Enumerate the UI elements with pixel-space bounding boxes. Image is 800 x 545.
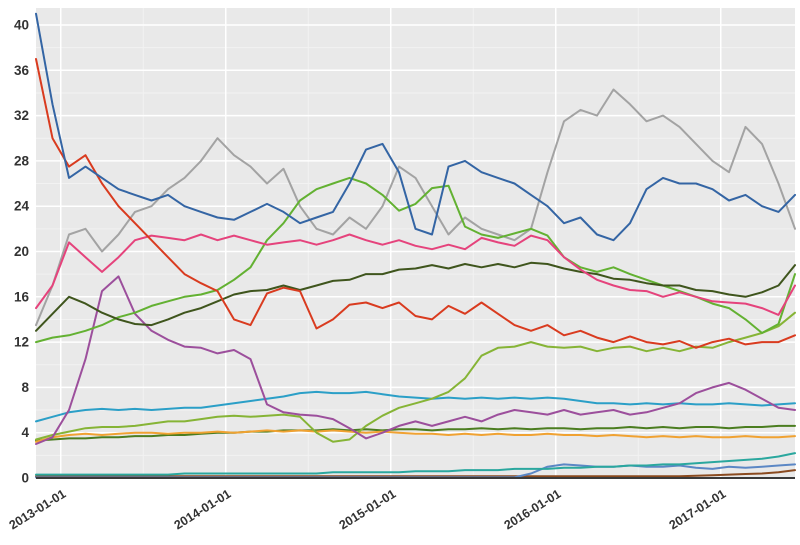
y-tick-label: 12 — [14, 335, 29, 350]
x-tick-label: 2013-01-01 — [7, 487, 69, 533]
y-tick-label: 4 — [21, 425, 29, 440]
series-red — [35, 58, 796, 349]
series-blue — [35, 12, 796, 242]
series-cyan — [35, 390, 796, 423]
x-tick-label: 2014-01-01 — [172, 487, 234, 533]
y-tick-label: 16 — [14, 289, 30, 304]
series-gray — [35, 88, 796, 327]
y-tick-label: 40 — [14, 17, 29, 32]
plot-background — [36, 8, 795, 478]
series-purple — [35, 275, 796, 445]
y-tick-label: 20 — [14, 244, 29, 259]
series-dark-olive — [35, 261, 796, 332]
y-tick-label: 8 — [21, 380, 29, 395]
y-tick-label: 32 — [14, 108, 29, 123]
x-tick-label: 2015-01-01 — [337, 487, 399, 533]
y-tick-label: 24 — [14, 199, 30, 214]
series-orange — [35, 429, 796, 443]
series-pink — [35, 233, 796, 316]
series-yellow-green — [35, 311, 796, 443]
series-green — [35, 176, 796, 344]
series-forest-green — [35, 424, 796, 442]
y-tick-label: 28 — [14, 153, 30, 168]
y-tick-label: 0 — [21, 471, 29, 486]
y-tick-label: 36 — [14, 63, 30, 78]
series-brown — [35, 469, 796, 478]
x-tick-label: 2016-01-01 — [502, 487, 564, 533]
series-teal — [35, 452, 796, 476]
x-tick-label: 2017-01-01 — [667, 487, 729, 533]
series-group — [35, 12, 796, 479]
